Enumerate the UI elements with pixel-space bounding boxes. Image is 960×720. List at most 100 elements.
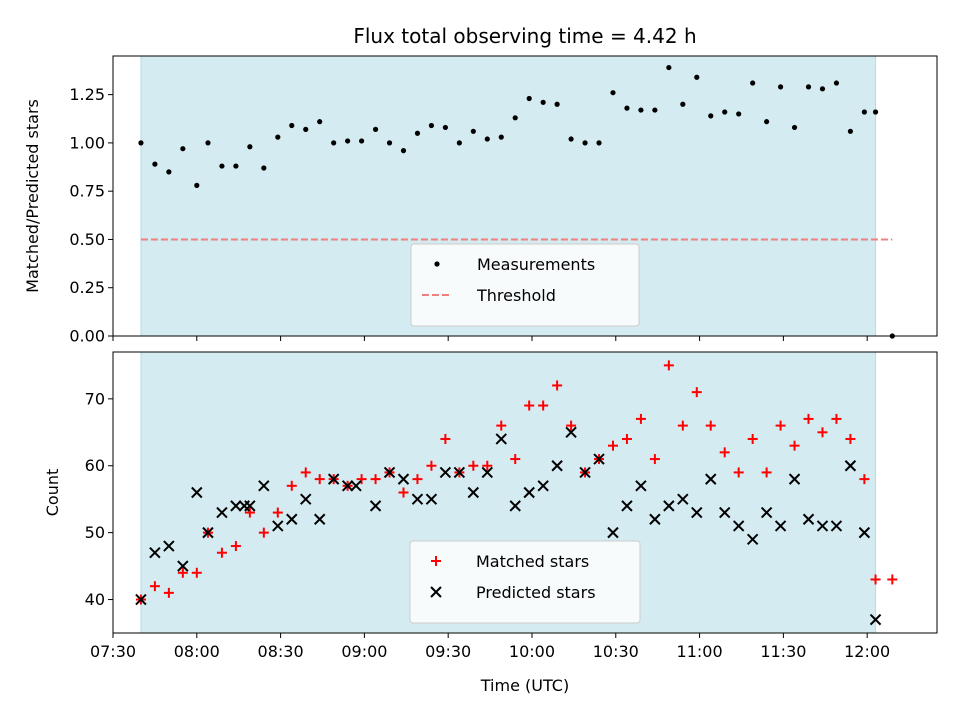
predicted-star-mark-b <box>135 593 147 606</box>
measurement-point <box>152 161 158 167</box>
predicted-star-point <box>350 480 362 492</box>
matched-star-point <box>216 547 227 558</box>
predicted-star-mark-b <box>300 493 312 505</box>
measurement-point <box>470 128 476 134</box>
predicted-star-point <box>635 480 647 492</box>
x-tick-label: 11:00 <box>677 642 723 661</box>
matched-star-point <box>356 474 367 485</box>
matched-star-point <box>440 433 451 444</box>
matched-star-point <box>621 433 632 444</box>
matched-star-point <box>691 387 702 398</box>
y-tick-label: 0.25 <box>69 278 105 297</box>
predicted-star-mark-b <box>551 460 563 472</box>
y-tick-label: 70 <box>85 389 105 408</box>
measurement-point <box>652 107 658 113</box>
x-tick-label: 09:00 <box>341 642 387 661</box>
predicted-star-mark-b <box>230 500 242 512</box>
predicted-star-mark-b <box>439 466 452 479</box>
top-panel: 0.00 0.25 0.50 0.75 1.00 1.25 Matched/Predicte… <box>23 24 938 346</box>
measurement-point <box>582 140 588 146</box>
measurement-point <box>540 99 546 105</box>
predicted-star-point <box>607 526 619 539</box>
predicted-star-mark-b <box>163 540 175 552</box>
matched-star-point <box>177 567 188 578</box>
legend-label: Matched stars <box>476 552 589 571</box>
axes-frame <box>112 351 938 634</box>
predicted-star-point <box>551 460 563 472</box>
legend: Matched stars Predicted stars <box>409 540 641 624</box>
predicted-star-point <box>230 500 242 512</box>
matched-star-point <box>775 420 786 431</box>
y-tick-label: 0.00 <box>69 327 105 346</box>
predicted-star-mark-b <box>705 473 717 485</box>
predicted-star-point <box>327 473 340 485</box>
predicted-star-point <box>621 500 633 512</box>
axes-frame <box>112 55 938 337</box>
y-tick-label: 1.25 <box>69 85 105 104</box>
predicted-star-mark-b <box>467 486 480 499</box>
legend: Measurements Threshold <box>410 243 640 327</box>
measurement-point <box>456 140 462 146</box>
matched-star-point <box>191 567 202 578</box>
measurement-point <box>386 140 393 146</box>
predicted-star-point <box>802 513 815 525</box>
measurement-point <box>736 111 742 117</box>
predicted-star-mark-b <box>272 520 284 532</box>
measurement-point <box>317 119 323 125</box>
y-axis-title: Matched/Predicted stars <box>23 99 42 293</box>
predicted-star-mark-b <box>663 500 675 512</box>
measurement-point <box>666 64 672 71</box>
x-tick-label: 10:00 <box>509 642 555 661</box>
matched-star-point <box>845 433 856 444</box>
predicted-star-point <box>788 473 801 485</box>
predicted-star-mark-b <box>869 613 882 626</box>
predicted-star-point <box>481 466 493 479</box>
predicted-star-mark-b <box>523 486 535 499</box>
measurement-point <box>261 165 267 171</box>
matched-star-point <box>677 420 688 431</box>
matched-star-point <box>789 440 800 451</box>
legend-label: Predicted stars <box>476 583 596 602</box>
matched-star-point <box>412 474 423 485</box>
predicted-star-point <box>830 520 843 532</box>
predicted-star-mark-b <box>607 526 619 539</box>
predicted-star-mark-b <box>191 486 203 499</box>
predicted-star-mark-b <box>719 506 731 519</box>
matched-star-point <box>761 467 772 478</box>
predicted-star-point <box>313 513 326 525</box>
matched-star-point <box>538 400 549 411</box>
predicted-star-point <box>677 493 689 505</box>
predicted-star-mark-b <box>760 506 773 519</box>
measurement-point <box>680 101 686 107</box>
predicted-star-point <box>649 513 661 525</box>
y-tick-label: 0.75 <box>69 182 105 201</box>
measurement-point <box>819 86 826 92</box>
predicted-star-point <box>523 486 535 499</box>
predicted-star-point <box>149 547 161 559</box>
measurement-point <box>442 124 448 131</box>
measurement-point <box>289 122 295 129</box>
predicted-star-mark-b <box>635 480 647 492</box>
matched-star-point <box>747 433 758 444</box>
matched-star-point <box>831 413 842 424</box>
matched-star-point <box>859 474 870 485</box>
matched-star-point <box>272 507 283 518</box>
measurement-point <box>372 126 379 132</box>
matched-star-point <box>705 420 716 431</box>
matched-star-point <box>286 480 297 491</box>
predicted-star-mark-b <box>177 560 189 572</box>
x-tick-label: 11:30 <box>760 642 806 661</box>
predicted-star-mark-b <box>830 520 843 532</box>
predicted-star-mark-b <box>350 480 362 492</box>
predicted-star-mark-b <box>383 466 396 479</box>
predicted-star-mark-b <box>565 426 577 438</box>
measurement-point <box>194 182 200 188</box>
predicted-star-mark-b <box>802 513 815 525</box>
matched-star-point <box>314 474 325 485</box>
predicted-star-mark-b <box>593 453 605 465</box>
measurement-point <box>303 126 309 132</box>
measurement-point <box>568 136 574 142</box>
predicted-star-point <box>439 466 452 479</box>
y-axis-title: Count <box>43 469 62 517</box>
